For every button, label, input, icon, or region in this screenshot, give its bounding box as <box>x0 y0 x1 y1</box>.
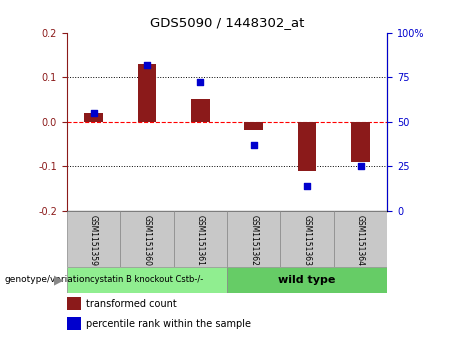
Point <box>143 62 151 68</box>
Point <box>357 163 364 169</box>
Bar <box>227 267 387 293</box>
Point <box>303 183 311 188</box>
Text: GSM1151364: GSM1151364 <box>356 215 365 266</box>
Point <box>250 142 257 148</box>
Bar <box>334 211 387 267</box>
Bar <box>67 267 227 293</box>
Bar <box>298 122 317 171</box>
Text: genotype/variation: genotype/variation <box>5 276 91 284</box>
Text: GSM1151362: GSM1151362 <box>249 215 258 266</box>
Bar <box>137 64 156 122</box>
Bar <box>120 211 174 267</box>
Bar <box>351 122 370 162</box>
Bar <box>67 211 120 267</box>
Bar <box>191 99 210 122</box>
Bar <box>227 211 280 267</box>
Title: GDS5090 / 1448302_at: GDS5090 / 1448302_at <box>150 16 304 29</box>
Text: cystatin B knockout Cstb-/-: cystatin B knockout Cstb-/- <box>90 276 204 284</box>
Text: ▶: ▶ <box>54 273 64 286</box>
Bar <box>67 297 81 310</box>
Bar <box>67 317 81 330</box>
Text: percentile rank within the sample: percentile rank within the sample <box>86 318 251 329</box>
Bar <box>280 211 334 267</box>
Text: transformed count: transformed count <box>86 298 177 309</box>
Text: GSM1151363: GSM1151363 <box>302 215 312 266</box>
Point <box>197 79 204 85</box>
Text: GSM1151360: GSM1151360 <box>142 215 152 266</box>
Bar <box>84 113 103 122</box>
Text: wild type: wild type <box>278 275 336 285</box>
Point <box>90 110 97 115</box>
Bar <box>244 122 263 131</box>
Text: GSM1151361: GSM1151361 <box>196 215 205 266</box>
Text: GSM1151359: GSM1151359 <box>89 215 98 266</box>
Bar <box>174 211 227 267</box>
